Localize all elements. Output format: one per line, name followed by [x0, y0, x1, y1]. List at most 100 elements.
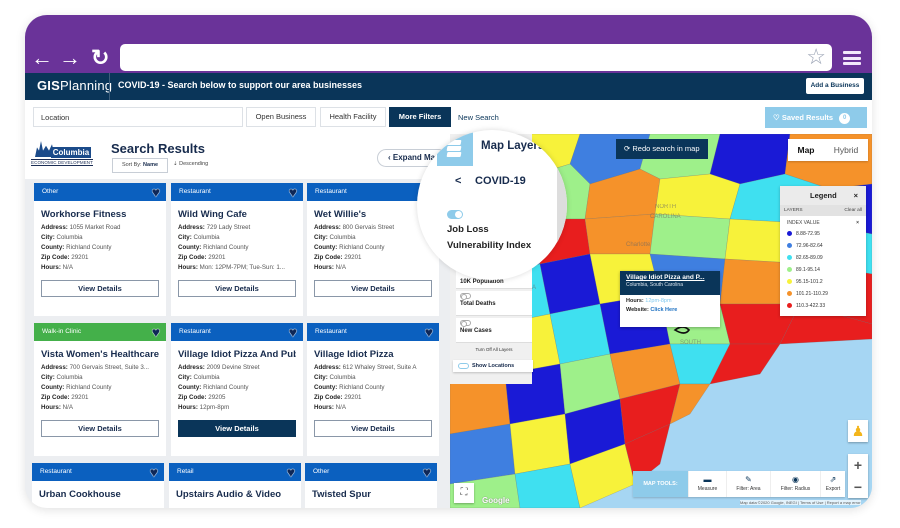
layer-total-deaths[interactable]: Total Deaths	[456, 291, 532, 316]
turn-off-all-layers-link[interactable]: Turn Off All Layers	[475, 347, 513, 352]
heart-icon[interactable]: ♥	[424, 324, 433, 340]
hours-value: N/A	[62, 404, 73, 411]
results-header: Columbia ECONOMIC DEVELOPMENT Search Res…	[25, 134, 450, 179]
forward-arrow-icon[interactable]: →	[59, 45, 81, 70]
gis-planning-logo[interactable]: GISPlanning	[37, 78, 112, 93]
result-card: Retail ♥ Upstairs Audio & Video	[169, 463, 301, 508]
heart-icon[interactable]: ♥	[422, 464, 431, 480]
show-locations-toggle[interactable]: Show Locations	[453, 360, 533, 372]
export-tool[interactable]: ⇗ Export	[820, 471, 845, 497]
sort-order-toggle[interactable]: ⇣ Descending	[173, 161, 208, 167]
city-line: City: Columbia	[314, 373, 432, 383]
layer-new-cases[interactable]: New Cases	[456, 318, 532, 343]
business-name[interactable]: Wet Willie's	[314, 209, 367, 220]
add-business-button[interactable]: Add a Business	[806, 78, 864, 94]
street-view-pegman-icon[interactable]: ♟	[848, 420, 868, 442]
heart-icon[interactable]: ♥	[286, 464, 295, 480]
map-attribution[interactable]: Map data ©2020 Google, INEGI | Terms of …	[740, 500, 861, 505]
map-layers-magnifier-callout: Map Layers < COVID-19 Job Loss Vulnerabi…	[417, 130, 567, 280]
business-name[interactable]: Village Idiot Pizza	[314, 349, 394, 360]
zoom-out-button[interactable]: −	[853, 479, 863, 495]
county-value: Richland County	[339, 384, 385, 391]
hours-line: Hours: N/A	[41, 403, 159, 413]
lasso-icon: ✎	[745, 475, 752, 484]
back-chevron-icon[interactable]: <	[455, 175, 462, 187]
card-category: Restaurant ♥	[171, 183, 303, 201]
job-loss-toggle[interactable]	[447, 210, 463, 219]
legend-range: 72.96-82.64	[796, 243, 823, 249]
business-name[interactable]: Urban Cookhouse	[39, 489, 121, 500]
heart-icon[interactable]: ♥	[151, 324, 160, 340]
map-type-hybrid[interactable]: Hybrid	[833, 145, 859, 155]
clear-all-link[interactable]: Clear all	[844, 208, 862, 213]
city-label: City:	[178, 234, 192, 241]
hours-label: Hours:	[41, 264, 61, 271]
map-type-map[interactable]: Map	[797, 145, 815, 155]
heart-icon[interactable]: ♥	[288, 184, 297, 200]
business-name[interactable]: Village Idiot Pizza And Pub	[178, 349, 296, 360]
ruler-icon: ▬	[703, 475, 712, 484]
back-arrow-icon[interactable]: ←	[31, 45, 53, 70]
close-icon[interactable]: ×	[853, 191, 858, 200]
business-name[interactable]: Twisted Spur	[312, 489, 371, 500]
scrollbar[interactable]	[557, 160, 567, 260]
hours-value: 12pm-8pm	[645, 298, 672, 304]
toggle-icon[interactable]	[460, 293, 471, 300]
legend-range: 101.21-110.29	[796, 291, 828, 297]
popup-website: Website: Click Here	[620, 304, 720, 313]
view-details-button[interactable]: View Details	[314, 420, 432, 437]
business-name[interactable]: Workhorse Fitness	[41, 209, 127, 220]
heart-icon[interactable]: ♥	[151, 184, 160, 200]
results-panel: Columbia ECONOMIC DEVELOPMENT Search Res…	[25, 134, 450, 508]
chevron-left-icon: ‹	[388, 153, 393, 162]
business-name[interactable]: Wild Wing Cafe	[178, 209, 247, 220]
website-label: Website:	[626, 307, 649, 313]
saved-count-badge: 0	[839, 112, 851, 124]
hours-value: 12pm-8pm	[199, 404, 230, 411]
reload-icon[interactable]: ↻	[91, 45, 110, 70]
new-search-link[interactable]: New Search	[458, 113, 499, 122]
browser-menu-icon[interactable]	[843, 51, 861, 65]
map-type-toggle: Map Hybrid	[788, 139, 868, 161]
popup-title-link[interactable]: Village Idiot Pizza and P...	[626, 274, 705, 281]
legend-layers-label: LAYERS	[784, 208, 803, 213]
website-link[interactable]: Click Here	[650, 307, 678, 313]
remove-layer-icon[interactable]: ×	[856, 220, 859, 226]
bookmark-star-icon[interactable]: ☆	[806, 44, 826, 69]
zip-label: Zip Code:	[178, 254, 207, 261]
view-details-button[interactable]: View Details	[41, 280, 159, 297]
toggle-icon[interactable]	[460, 320, 471, 327]
open-business-filter[interactable]: Open Business	[246, 107, 316, 127]
business-name[interactable]: Vista Women's Healthcare	[41, 349, 159, 360]
heart-icon[interactable]: ♥	[149, 464, 158, 480]
county-label: County:	[314, 384, 338, 391]
saved-results-button[interactable]: ♡ Saved Results 0	[765, 107, 867, 128]
zip-value: 29205	[208, 394, 226, 401]
view-details-button[interactable]: View Details	[41, 420, 159, 437]
heart-icon[interactable]: ♥	[288, 324, 297, 340]
zip-label: Zip Code:	[41, 394, 70, 401]
redo-search-in-map-button[interactable]: ⟳ Redo search in map	[616, 139, 708, 159]
address-value: 729 Lady Street	[206, 224, 251, 231]
view-details-button[interactable]: View Details	[178, 280, 296, 297]
location-input[interactable]: Location	[33, 107, 243, 127]
sort-by-dropdown[interactable]: Sort By: Name	[112, 158, 168, 173]
county-line: County: Richland County	[178, 383, 296, 393]
more-filters-button[interactable]: More Filters	[389, 107, 451, 127]
view-details-button-active[interactable]: View Details	[178, 420, 296, 437]
address-bar[interactable]: ☆	[120, 44, 832, 71]
business-name[interactable]: Upstairs Audio & Video	[176, 489, 282, 500]
view-details-button[interactable]: View Details	[314, 280, 432, 297]
health-facility-filter[interactable]: Health Facility	[320, 107, 386, 127]
fullscreen-icon[interactable]: ⛶	[454, 483, 474, 503]
card-category: Other ♥	[34, 183, 166, 201]
legend-item: 95.15-101.2	[787, 276, 859, 288]
measure-tool[interactable]: ▬ Measure	[688, 471, 726, 497]
selected-location-outline	[673, 326, 691, 334]
filter-area-tool[interactable]: ✎ Filter: Area	[726, 471, 770, 497]
filter-radius-tool[interactable]: ◉ Filter: Radius	[770, 471, 820, 497]
zoom-in-button[interactable]: +	[853, 457, 863, 473]
county-value: Richland County	[203, 244, 249, 251]
sort-descending-icon: ⇣	[173, 161, 180, 167]
layers-icon[interactable]	[437, 130, 473, 166]
